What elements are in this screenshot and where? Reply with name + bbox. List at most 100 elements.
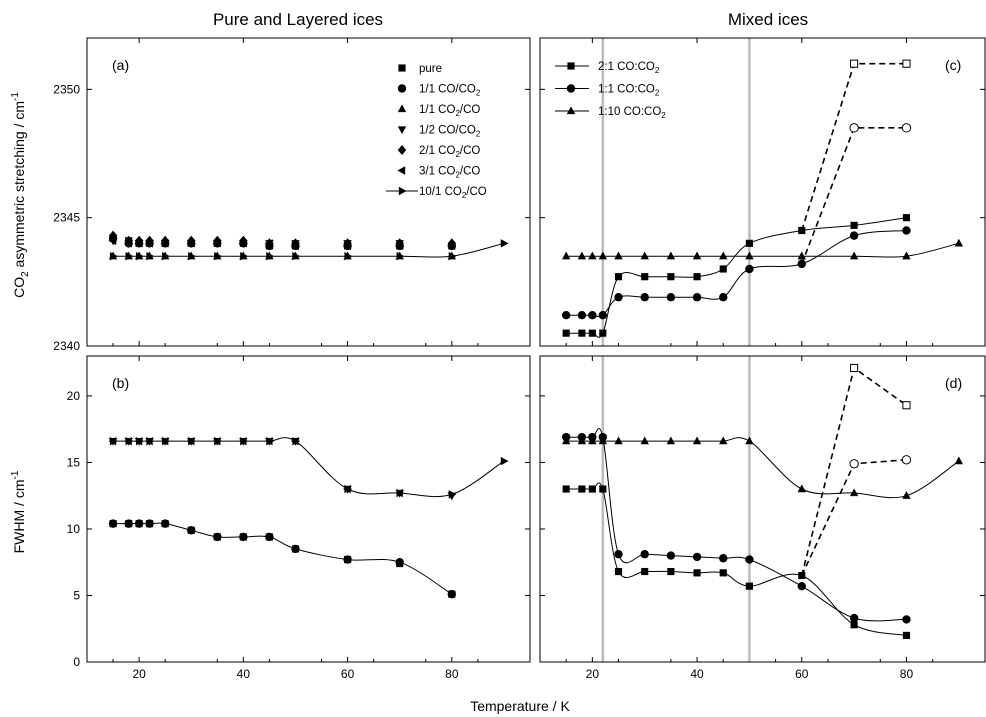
data-point: [160, 519, 170, 528]
series-line: [566, 437, 960, 499]
panel-frame: [539, 37, 986, 347]
data-point: [902, 631, 911, 639]
data-point: [693, 569, 701, 577]
data-point: [719, 569, 727, 577]
panel-label: (c): [945, 57, 961, 73]
data-point: [447, 241, 455, 251]
x-tick-label: 80: [445, 667, 459, 681]
data-point: [108, 251, 118, 260]
series-1-markers: [108, 234, 457, 251]
data-point: [343, 251, 352, 260]
data-point: [577, 436, 587, 445]
data-point: [902, 214, 911, 222]
data-point: [666, 251, 676, 260]
legend-label: 1/2 CO/CO2​: [419, 125, 481, 139]
right-column-title: Mixed ices: [728, 10, 808, 29]
data-point: [745, 555, 754, 564]
data-point: [588, 436, 597, 445]
data-point: [396, 488, 405, 498]
data-point: [135, 436, 144, 446]
data-point: [265, 251, 274, 260]
data-point: [264, 239, 273, 248]
data-point: [692, 251, 702, 260]
y-tick-label: 2350: [53, 82, 80, 96]
data-point: [577, 251, 587, 260]
x-tick-label: 40: [690, 667, 704, 681]
series-dashed-line: [800, 366, 907, 576]
data-point: [692, 293, 702, 302]
data-point: [745, 436, 754, 445]
y-tick-label: 2340: [53, 339, 80, 353]
data-point: [134, 239, 143, 248]
legend-marker: [397, 84, 407, 93]
series-3-markers: [108, 436, 403, 498]
data-point: [902, 59, 911, 68]
data-point: [187, 526, 196, 535]
data-point: [797, 251, 806, 260]
data-point: [719, 251, 728, 260]
data-point: [640, 293, 649, 302]
series-3-markers: [108, 230, 457, 249]
data-point: [588, 251, 597, 260]
data-point: [667, 273, 675, 281]
legend-marker: [397, 104, 407, 113]
series-1-markers: [850, 59, 911, 68]
data-point: [500, 456, 509, 466]
x-tick-label: 60: [795, 667, 809, 681]
legend-marker: [398, 186, 407, 196]
data-point: [500, 239, 509, 248]
series-3-markers: [849, 123, 912, 133]
series-dashed-line: [801, 62, 907, 231]
panel-frame: [86, 37, 531, 347]
panel-label: (d): [945, 375, 962, 391]
data-point: [561, 311, 571, 320]
data-point: [954, 456, 964, 465]
data-point: [240, 436, 248, 446]
data-point: [561, 436, 571, 445]
panel-d: 20 40 60 80 (d): [539, 355, 986, 681]
series-line: [566, 482, 907, 636]
data-point: [186, 239, 195, 248]
data-point: [124, 251, 133, 260]
data-point: [291, 544, 300, 554]
data-point: [124, 239, 132, 248]
x-tick-label: 40: [237, 667, 251, 681]
data-point: [666, 551, 676, 560]
data-point: [641, 567, 649, 576]
series-6-markers: [108, 251, 457, 260]
data-point: [212, 239, 221, 248]
series-line: [566, 428, 907, 622]
y-tick-label: 5: [73, 588, 80, 602]
legend-label: 10/1 CO2​/CO: [419, 186, 487, 200]
data-point: [562, 485, 570, 493]
x-tick-label: 80: [900, 667, 914, 681]
data-point: [850, 363, 859, 373]
data-point: [577, 311, 587, 320]
data-point: [265, 532, 274, 542]
panel-label: (b): [112, 375, 129, 391]
data-point: [588, 485, 596, 493]
data-point: [797, 581, 806, 591]
data-point: [745, 251, 754, 260]
data-point: [850, 59, 859, 68]
data-point: [614, 293, 623, 302]
data-point: [666, 436, 676, 445]
data-point: [395, 241, 403, 251]
x-tick-label: 20: [586, 667, 600, 681]
panel-label: (a): [112, 57, 129, 73]
data-point: [395, 251, 404, 260]
data-point: [109, 436, 118, 446]
data-point: [599, 485, 607, 493]
data-point: [588, 311, 597, 320]
data-point: [292, 436, 301, 446]
data-point: [901, 455, 912, 465]
data-point: [447, 589, 457, 599]
data-point: [640, 251, 649, 260]
legend-marker: [397, 126, 407, 135]
data-point: [902, 615, 911, 624]
legend-label: 1/1 CO2​/CO: [419, 104, 480, 118]
data-point: [902, 251, 911, 260]
y-tick-label: 0: [73, 655, 80, 669]
series-4-markers: [561, 436, 964, 499]
